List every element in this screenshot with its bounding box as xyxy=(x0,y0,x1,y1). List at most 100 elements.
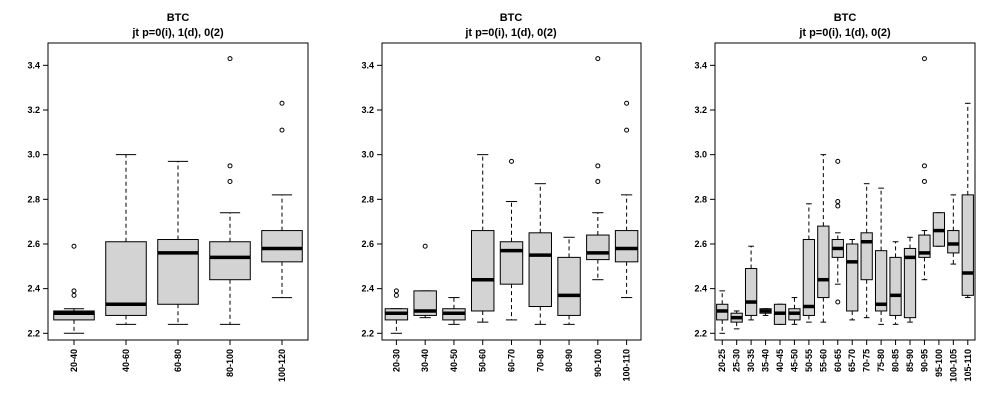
panel-subtitle: jt p=0(i), 1(d), 0(2) xyxy=(798,27,891,39)
box-65-70 xyxy=(846,239,859,321)
box-iqr xyxy=(846,243,859,312)
x-tick-label: 55-60 xyxy=(818,349,828,372)
x-tick-label: 40-45 xyxy=(775,349,785,372)
box-iqr xyxy=(209,241,251,281)
x-tick-label: 60-70 xyxy=(507,349,517,372)
box-50-60 xyxy=(470,154,495,323)
x-tick-label: 40-60 xyxy=(121,349,131,372)
box-95-100 xyxy=(932,212,946,247)
x-tick-label: 35-40 xyxy=(761,349,771,372)
box-70-75 xyxy=(860,183,873,319)
x-tick-label: 95-100 xyxy=(934,349,944,377)
box-iqr xyxy=(586,234,610,261)
x-tick-label: 60-65 xyxy=(833,349,843,372)
x-tick-label: 50-55 xyxy=(804,349,814,372)
outlier-point xyxy=(71,288,77,294)
x-tick-label: 100-120 xyxy=(277,349,287,382)
box-iqr xyxy=(889,256,902,316)
y-tick-label: 2.8 xyxy=(27,194,40,204)
x-tick-label: 90-95 xyxy=(919,349,929,372)
outlier-point xyxy=(921,163,927,169)
panel-title: BTC xyxy=(167,12,190,24)
x-tick-label: 85-90 xyxy=(905,349,915,372)
box-iqr xyxy=(53,310,95,321)
outlier-point xyxy=(279,100,285,106)
outlier-point xyxy=(509,158,514,164)
y-tick-label: 2.6 xyxy=(694,239,707,249)
outlier-point xyxy=(71,243,77,249)
panel-1: BTC jt p=0(i), 1(d), 0(2) 2.2 2.4 2.6 2.8 3.… xyxy=(27,12,309,382)
panel-subtitle: jt p=0(i), 1(d), 0(2) xyxy=(131,27,224,39)
panel-title: BTC xyxy=(500,12,523,24)
box-105-110 xyxy=(961,102,974,299)
box-iqr xyxy=(470,230,495,312)
box-60-80 xyxy=(157,160,199,325)
outlier-point xyxy=(595,178,601,184)
x-tick-label: 100-110 xyxy=(622,349,632,382)
box-iqr xyxy=(961,194,974,296)
box-iqr xyxy=(528,232,553,308)
outlier-point xyxy=(393,292,399,298)
outlier-point xyxy=(279,127,285,133)
box-55-60 xyxy=(817,154,830,323)
y-tick-label: 2.4 xyxy=(361,284,374,294)
panel-2: BTC jt p=0(i), 1(d), 0(2) 2.2 2.4 2.6 2.8 3.… xyxy=(361,12,642,382)
box-iqr xyxy=(874,250,888,312)
box-20-25 xyxy=(716,290,729,334)
y-tick-label: 3.2 xyxy=(27,105,40,115)
box-100-105 xyxy=(947,194,960,265)
outlier-point xyxy=(835,299,841,305)
outlier-point xyxy=(595,56,601,62)
x-tick-label: 50-60 xyxy=(478,349,488,372)
x-tick-label: 20-30 xyxy=(391,349,401,372)
y-tick-label: 3.0 xyxy=(694,150,707,160)
outlier-point xyxy=(835,199,841,205)
x-tick-label: 25-30 xyxy=(732,349,742,372)
box-iqr xyxy=(860,232,873,281)
box-70-80 xyxy=(528,183,553,325)
y-tick-label: 2.6 xyxy=(361,239,374,249)
y-tick-label: 3.4 xyxy=(27,60,40,70)
outlier-point xyxy=(921,178,927,184)
outlier-point xyxy=(835,158,841,164)
box-80-90 xyxy=(557,236,581,325)
box-20-40 xyxy=(53,243,95,334)
box-60-70 xyxy=(499,158,524,321)
x-tick-label: 30-40 xyxy=(420,349,430,372)
x-tick-label: 90-100 xyxy=(593,349,603,377)
panel-title: BTC xyxy=(834,12,857,24)
panel-subtitle: jt p=0(i), 1(d), 0(2) xyxy=(464,27,557,39)
box-40-50 xyxy=(442,297,466,325)
x-tick-label: 60-80 xyxy=(173,349,183,372)
x-tick-label: 80-100 xyxy=(225,349,235,377)
y-tick-label: 2.8 xyxy=(361,194,374,204)
y-tick-label: 3.4 xyxy=(361,60,374,70)
box-25-30 xyxy=(730,310,743,330)
box-iqr xyxy=(614,230,639,263)
x-tick-label: 70-80 xyxy=(535,349,545,372)
x-tick-label: 80-90 xyxy=(564,349,574,372)
box-80-100 xyxy=(209,56,251,325)
box-100-110 xyxy=(614,100,639,299)
box-iqr xyxy=(802,239,816,316)
box-45-50 xyxy=(788,297,801,325)
y-tick-label: 2.4 xyxy=(27,284,40,294)
box-40-45 xyxy=(773,303,787,325)
box-iqr xyxy=(903,247,917,319)
outlier-point xyxy=(595,163,601,169)
box-iqr xyxy=(744,268,758,316)
x-tick-label: 105-110 xyxy=(963,349,973,382)
y-tick-label: 2.2 xyxy=(694,328,707,338)
box-90-95 xyxy=(918,56,931,281)
box-iqr xyxy=(918,234,931,258)
box-30-35 xyxy=(744,245,758,321)
y-tick-label: 3.2 xyxy=(694,105,707,115)
y-tick-label: 2.8 xyxy=(694,194,707,204)
box-60-65 xyxy=(831,158,844,305)
box-iqr xyxy=(261,230,303,263)
box-90-100 xyxy=(586,56,610,281)
outlier-point xyxy=(71,292,77,298)
y-tick-label: 3.0 xyxy=(27,150,40,160)
y-tick-label: 3.2 xyxy=(361,105,374,115)
x-tick-label: 40-50 xyxy=(449,349,459,372)
